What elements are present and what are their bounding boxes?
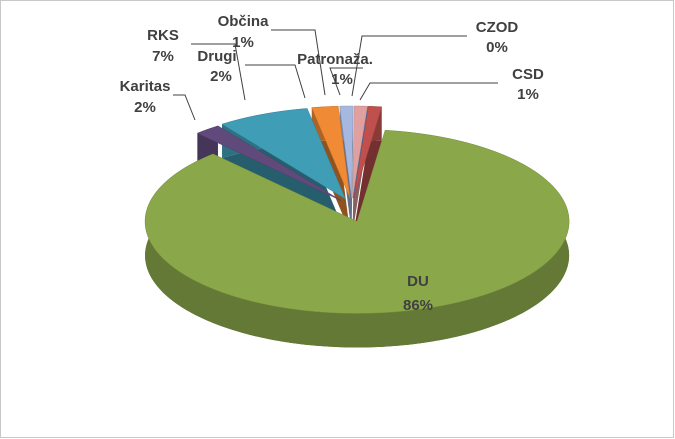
slice-label: Drugi bbox=[197, 48, 236, 65]
slice-tops bbox=[144, 105, 570, 314]
slice-value-label: 86% bbox=[403, 297, 433, 314]
leader-line bbox=[173, 94, 196, 121]
leader-line bbox=[271, 29, 326, 96]
leader-line bbox=[245, 64, 306, 99]
slice-label: CZOD bbox=[476, 19, 519, 36]
leader-line bbox=[359, 82, 498, 101]
slice-value-label: 2% bbox=[134, 99, 156, 116]
slice bbox=[353, 106, 383, 199]
slice bbox=[221, 108, 346, 200]
slice bbox=[196, 125, 342, 201]
leader-line bbox=[329, 67, 363, 96]
leader-line bbox=[351, 35, 467, 97]
slice bbox=[144, 129, 570, 314]
slice-value-label: 1% bbox=[331, 71, 353, 88]
leader-line bbox=[191, 43, 246, 101]
slice-label: Karitas bbox=[120, 78, 171, 95]
slice-label: CSD bbox=[512, 66, 544, 83]
slice-value-label: 7% bbox=[152, 48, 174, 65]
slice bbox=[352, 105, 368, 199]
slice-label: DU bbox=[407, 273, 429, 290]
slice-value-label: 1% bbox=[232, 34, 254, 51]
slice-label: RKS bbox=[147, 27, 179, 44]
slice-value-label: 1% bbox=[517, 86, 539, 103]
slice bbox=[311, 105, 351, 199]
slice-label: Občina bbox=[218, 13, 270, 30]
slice-value-label: 2% bbox=[210, 68, 232, 85]
slice bbox=[339, 105, 354, 199]
slice-label: Patronaža. bbox=[297, 51, 373, 68]
slice-value-label: 0% bbox=[486, 39, 508, 56]
